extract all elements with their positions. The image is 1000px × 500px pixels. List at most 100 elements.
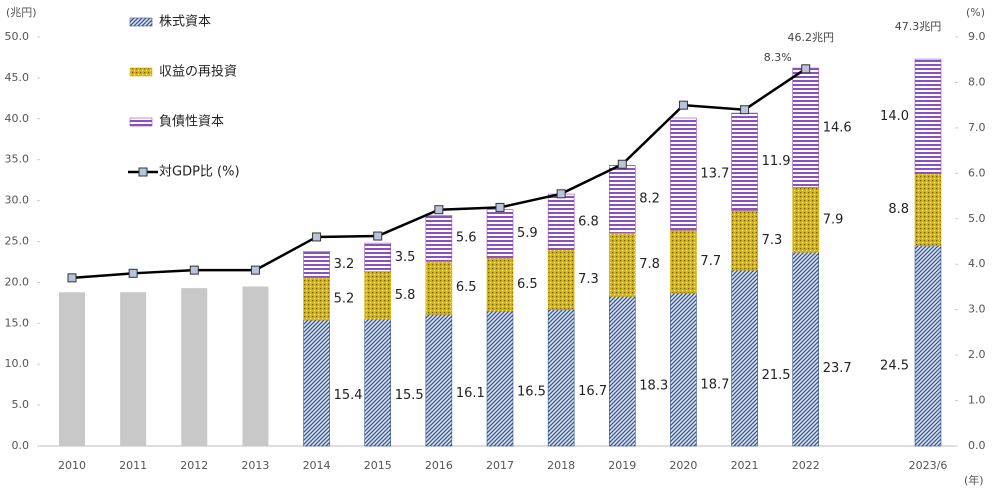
- x-tick-label: 2018: [547, 459, 575, 472]
- bar-segment: [486, 257, 514, 312]
- line-marker: [740, 105, 750, 115]
- bar-segment: [914, 245, 942, 447]
- y2-tick-label: 1.0: [968, 394, 986, 407]
- y2-tick-label: 4.0: [968, 257, 986, 270]
- line-marker: [556, 189, 566, 199]
- bar-segment: [364, 318, 392, 447]
- data-label: 6.8: [578, 214, 599, 229]
- data-label: 5.9: [517, 226, 538, 241]
- data-label: 14.0: [880, 109, 909, 124]
- data-label: 7.3: [578, 272, 599, 287]
- y2-tick-label: 2.0: [968, 348, 986, 361]
- bar-segment: [547, 193, 575, 250]
- bar-segment: [425, 215, 453, 262]
- bar-segment: [914, 173, 942, 246]
- annotation: 47.3兆円: [895, 20, 942, 33]
- data-label: 7.9: [823, 212, 844, 227]
- y-tick-label: 5.0: [12, 398, 30, 411]
- bar-segment: [670, 117, 697, 231]
- data-label: 6.5: [517, 277, 538, 292]
- x-tick-label: 2022: [792, 459, 820, 472]
- x-tick-label: 2014: [303, 459, 331, 472]
- data-label: 16.7: [578, 384, 607, 399]
- data-label: 8.2: [639, 191, 660, 206]
- legend-swatch: [129, 117, 153, 127]
- annotation: 46.2兆円: [787, 31, 834, 44]
- bar-segment: [425, 260, 453, 315]
- bar-segment: [425, 314, 453, 447]
- data-label: 23.7: [823, 361, 852, 376]
- data-label: 14.6: [823, 120, 852, 135]
- x-tick-label: 2013: [241, 459, 269, 472]
- y-tick-label: 50.0: [5, 30, 30, 43]
- legend-swatch: [129, 17, 153, 27]
- y2-tick-label: 3.0: [968, 303, 986, 316]
- data-label: 6.5: [456, 280, 477, 295]
- x-tick-label: 2010: [58, 459, 86, 472]
- x-tick-label: 2012: [180, 459, 208, 472]
- bar-segment: [792, 67, 820, 188]
- x-tick-label: 2020: [669, 459, 697, 472]
- bar-segment: [731, 112, 758, 211]
- legend-label: 対GDP比 (%): [159, 165, 240, 180]
- data-label: 5.8: [395, 288, 416, 303]
- data-label: 18.3: [639, 379, 668, 394]
- y2-tick-label: 0.0: [968, 439, 986, 452]
- data-label: 24.5: [880, 358, 909, 373]
- y-tick-label: 0.0: [12, 439, 30, 452]
- line-marker: [678, 100, 688, 110]
- data-label: 7.7: [700, 254, 721, 269]
- line-marker: [67, 273, 77, 283]
- bar-segment: [547, 309, 575, 447]
- bar-segment: [303, 277, 330, 321]
- bar-segment: [914, 58, 942, 174]
- data-label: 13.7: [700, 167, 729, 182]
- bar-segment: [731, 210, 758, 271]
- bar-segment: [181, 288, 208, 446]
- y-axis-label: (兆円): [6, 6, 37, 19]
- data-label: 11.9: [762, 154, 791, 169]
- bar-segment: [792, 187, 820, 253]
- x-tick-label: 2015: [364, 459, 392, 472]
- data-label: 7.8: [639, 257, 660, 272]
- data-label: 3.5: [395, 250, 416, 265]
- line-marker: [373, 231, 383, 241]
- data-label: 21.5: [762, 368, 791, 383]
- bar-segment: [303, 319, 330, 447]
- bar-segment: [120, 292, 147, 446]
- bar-segment: [608, 232, 636, 297]
- legend-swatch: [138, 167, 148, 177]
- line-marker: [250, 265, 260, 275]
- data-label: 5.6: [456, 231, 477, 246]
- bar-segment: [486, 310, 514, 447]
- y-tick-label: 10.0: [5, 357, 30, 370]
- y-tick-label: 25.0: [5, 235, 30, 248]
- data-label: 7.3: [762, 233, 783, 248]
- data-label: 3.2: [334, 257, 355, 272]
- line-marker: [801, 64, 811, 74]
- y-tick-label: 40.0: [5, 112, 30, 125]
- data-label: 5.2: [334, 291, 355, 306]
- data-label: 18.7: [700, 377, 729, 392]
- bar-segment: [364, 242, 392, 273]
- y-tick-label: 35.0: [5, 153, 30, 166]
- bar-segment: [792, 251, 820, 447]
- data-label: 16.1: [456, 386, 485, 401]
- bar-segment: [59, 292, 85, 446]
- data-label: 8.3%: [764, 51, 792, 64]
- bar-segment: [670, 229, 697, 294]
- x-tick-label: 2023/6: [909, 459, 948, 472]
- y2-tick-label: 6.0: [968, 166, 986, 179]
- y-tick-label: 30.0: [5, 194, 30, 207]
- bar-segment: [731, 269, 758, 447]
- line-marker: [495, 202, 505, 212]
- legend-label: 負債性資本: [159, 115, 224, 130]
- bar-segment: [303, 251, 330, 278]
- data-label: 15.5: [395, 388, 424, 403]
- x-tick-label: 2016: [425, 459, 453, 472]
- line-marker: [189, 265, 199, 275]
- legend-label: 株式資本: [159, 15, 211, 30]
- x-axis-label: (年): [964, 473, 984, 487]
- y2-tick-label: 8.0: [968, 75, 986, 88]
